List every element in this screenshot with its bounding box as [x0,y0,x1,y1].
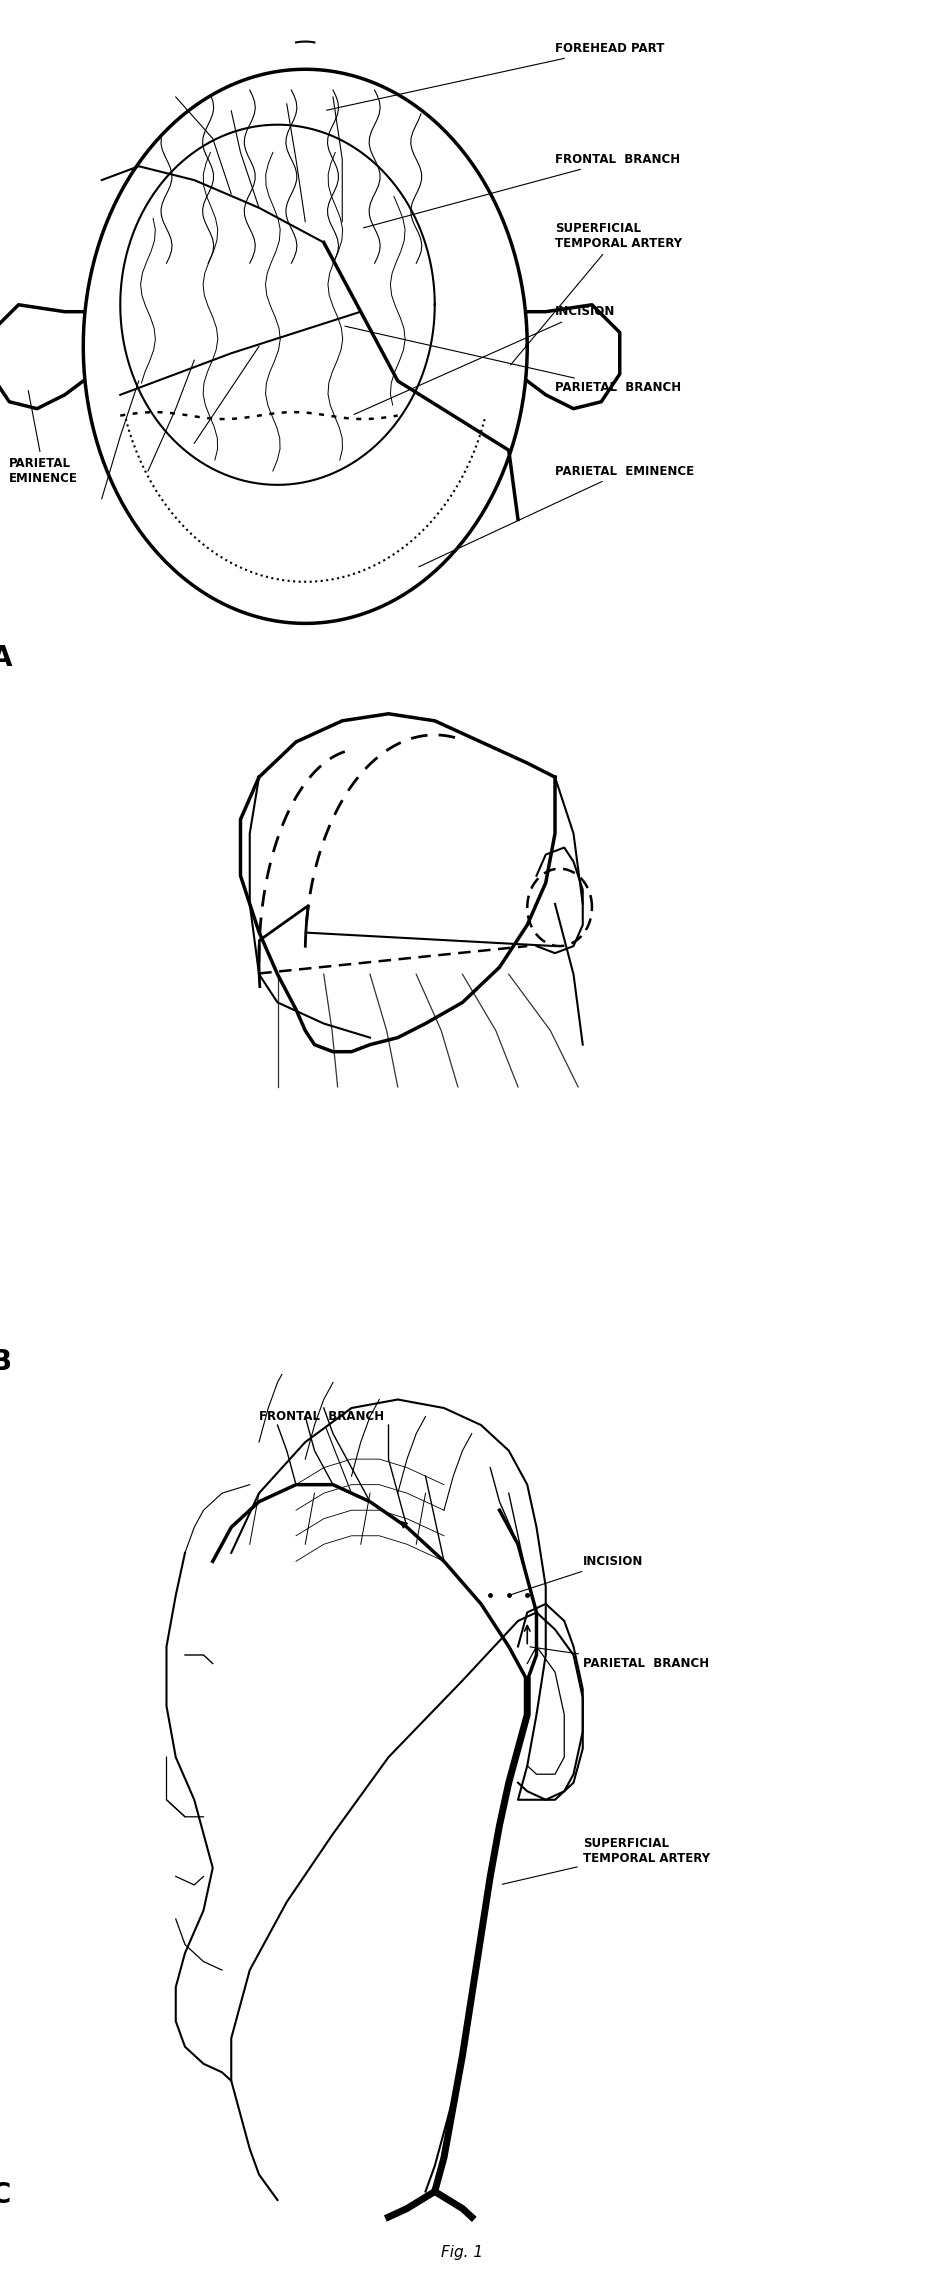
Text: FRONTAL  BRANCH: FRONTAL BRANCH [259,1410,384,1490]
Text: SUPERFICIAL
TEMPORAL ARTERY: SUPERFICIAL TEMPORAL ARTERY [502,1837,709,1885]
Text: INCISION: INCISION [354,304,615,416]
Text: A: A [0,645,12,672]
Text: C: C [0,2180,11,2207]
Text: SUPERFICIAL
TEMPORAL ARTERY: SUPERFICIAL TEMPORAL ARTERY [511,223,682,366]
Text: PARIETAL  EMINENCE: PARIETAL EMINENCE [419,466,694,568]
Text: FRONTAL  BRANCH: FRONTAL BRANCH [364,152,680,227]
Text: PARIETAL  BRANCH: PARIETAL BRANCH [345,327,681,395]
Text: Fig. 1: Fig. 1 [441,2244,484,2260]
Text: B: B [0,1347,12,1376]
Text: PARIETAL  BRANCH: PARIETAL BRANCH [530,1646,709,1669]
Text: FOREHEAD PART: FOREHEAD PART [327,41,664,111]
Text: PARIETAL
EMINENCE: PARIETAL EMINENCE [9,391,78,486]
Text: INCISION: INCISION [512,1556,643,1594]
